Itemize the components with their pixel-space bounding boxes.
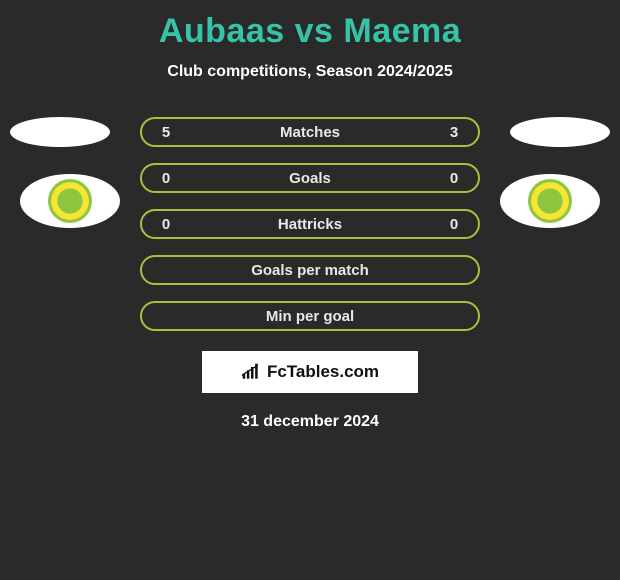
stat-right-value: 0 (444, 170, 464, 187)
comparison-content: 5 Matches 3 0 Goals 0 0 Hattricks 0 Goal… (0, 117, 620, 431)
club-badge-right (500, 174, 600, 228)
comparison-title: Aubaas vs Maema (0, 0, 620, 51)
player-ellipse-left (10, 117, 110, 147)
stat-label: Goals per match (156, 262, 464, 279)
brand-watermark: FcTables.com (202, 351, 418, 393)
stat-left-value: 5 (156, 124, 176, 141)
stat-row-matches: 5 Matches 3 (140, 117, 480, 147)
bar-chart-icon (241, 363, 261, 381)
stat-label: Matches (176, 124, 444, 141)
stat-row-goals: 0 Goals 0 (140, 163, 480, 193)
stat-row-min-per-goal: Min per goal (140, 301, 480, 331)
stat-rows: 5 Matches 3 0 Goals 0 0 Hattricks 0 Goal… (140, 117, 480, 331)
brand-text: FcTables.com (267, 362, 379, 382)
club-badge-left (20, 174, 120, 228)
club-crest-icon (48, 179, 92, 223)
stat-left-value: 0 (156, 216, 176, 233)
stat-label: Min per goal (156, 308, 464, 325)
comparison-date: 31 december 2024 (0, 413, 620, 431)
stat-label: Goals (176, 170, 444, 187)
stat-label: Hattricks (176, 216, 444, 233)
stat-row-hattricks: 0 Hattricks 0 (140, 209, 480, 239)
comparison-subtitle: Club competitions, Season 2024/2025 (0, 63, 620, 81)
player-ellipse-right (510, 117, 610, 147)
stat-left-value: 0 (156, 170, 176, 187)
stat-right-value: 3 (444, 124, 464, 141)
stat-row-goals-per-match: Goals per match (140, 255, 480, 285)
club-crest-icon (528, 179, 572, 223)
stat-right-value: 0 (444, 216, 464, 233)
